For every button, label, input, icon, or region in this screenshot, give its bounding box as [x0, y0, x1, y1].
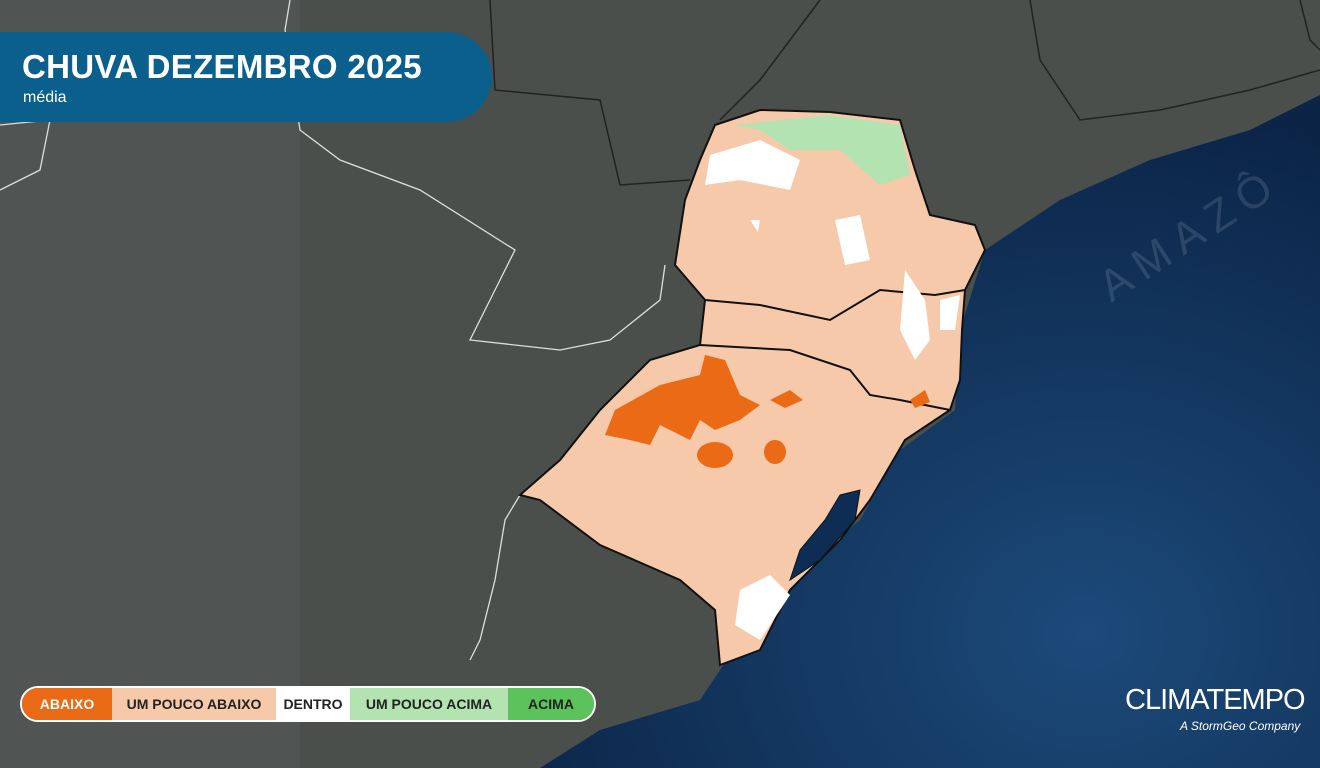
- land-west-shaded: [0, 0, 300, 768]
- legend-item-dentro: DENTRO: [276, 688, 350, 720]
- region-acima-pouco: [735, 115, 910, 185]
- page-subtitle: média: [23, 89, 67, 106]
- climatempo-logo: CLIMATEMPO: [1125, 684, 1306, 716]
- ocean: [540, 95, 1320, 768]
- legend-item-abaixo: ABAIXO: [22, 688, 112, 720]
- legend: ABAIXO UM POUCO ABAIXO DENTRO UM POUCO A…: [20, 686, 596, 722]
- internal-state-borders: [699, 288, 966, 411]
- region-um-pouco-abaixo: [517, 108, 987, 667]
- title-banner: [0, 32, 492, 122]
- legend-item-um-pouco-abaixo: UM POUCO ABAIXO: [112, 688, 276, 720]
- legend-item-um-pouco-acima: UM POUCO ACIMA: [350, 688, 508, 720]
- state-borders: [489, 0, 1320, 186]
- region-abaixo: [605, 355, 930, 468]
- page-title: CHUVA DEZEMBRO 2025: [22, 48, 422, 85]
- region-dentro: [705, 140, 960, 640]
- lagoa-dos-patos: [789, 489, 861, 582]
- logo-tagline: A StormGeo Company: [1180, 719, 1301, 733]
- legend-item-acima: ACIMA: [508, 688, 594, 720]
